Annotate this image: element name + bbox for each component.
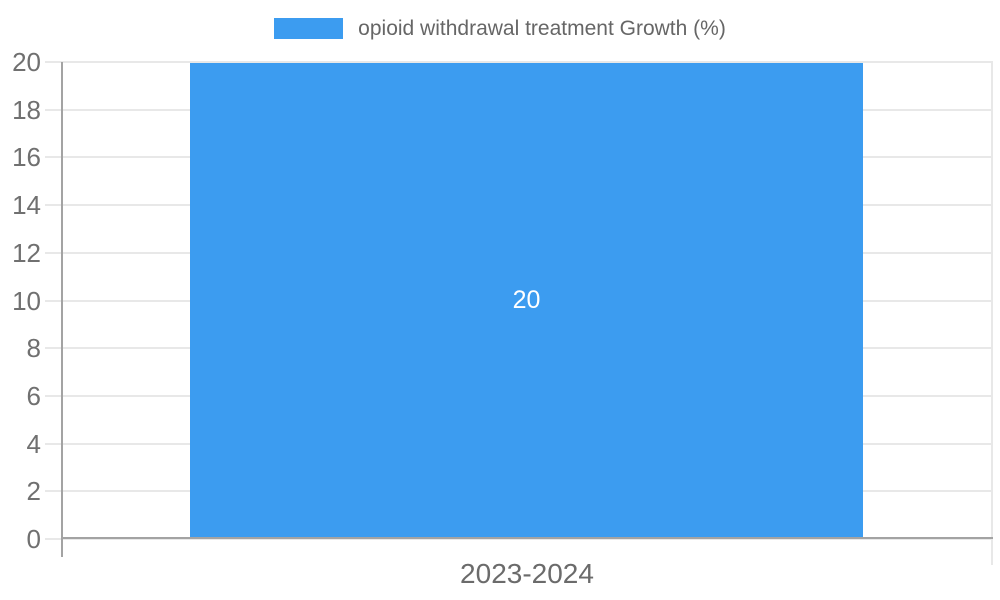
y-tick-label-20: 20 — [12, 47, 41, 77]
y-axis-line — [61, 62, 63, 557]
y-tick-label-2: 2 — [26, 476, 41, 506]
y-tick-label-6: 6 — [26, 381, 41, 411]
gridline-y-0 — [45, 538, 993, 540]
y-tick-label-8: 8 — [26, 333, 41, 363]
plot-area: 20 — [45, 61, 993, 565]
y-tick-label-0: 0 — [26, 524, 41, 554]
y-tick-label-16: 16 — [12, 142, 41, 172]
gridline-y-20 — [45, 61, 993, 63]
y-tick-label-12: 12 — [12, 238, 41, 268]
x-axis-category-label: 2023-2024 — [460, 558, 594, 589]
legend-label: opioid withdrawal treatment Growth (%) — [358, 17, 726, 40]
legend[interactable]: opioid withdrawal treatment Growth (%) — [0, 18, 1000, 39]
y-tick-label-10: 10 — [12, 286, 41, 316]
legend-swatch-icon — [274, 18, 344, 39]
y-tick-label-14: 14 — [12, 190, 41, 220]
right-boundary-line — [991, 62, 993, 565]
y-tick-label-4: 4 — [26, 429, 41, 459]
x-axis-line — [61, 537, 993, 539]
bar-value-label: 20 — [512, 285, 541, 314]
bar-2023-2024[interactable]: 20 — [190, 63, 863, 537]
y-tick-label-18: 18 — [12, 95, 41, 125]
